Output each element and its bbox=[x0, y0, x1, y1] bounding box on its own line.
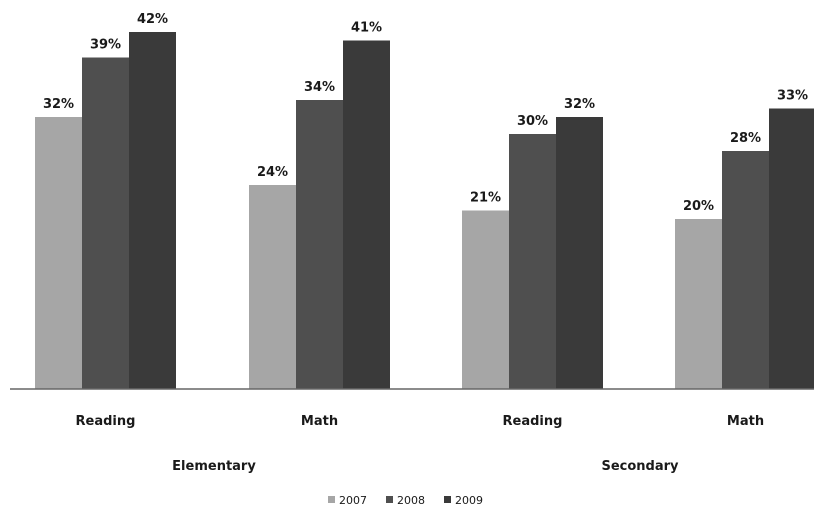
data-label: 24% bbox=[257, 165, 288, 180]
group-label: Secondary bbox=[601, 459, 679, 474]
data-label: 39% bbox=[90, 38, 121, 53]
legend-label: 2007 bbox=[339, 494, 367, 507]
bar-2008-4 bbox=[722, 151, 769, 389]
legend-label: 2009 bbox=[455, 494, 483, 507]
data-label: 34% bbox=[304, 80, 335, 95]
bar-2008-1 bbox=[82, 57, 129, 389]
bar-2007-1 bbox=[35, 117, 82, 389]
legend-swatch bbox=[386, 496, 393, 503]
group-label: Elementary bbox=[172, 459, 256, 474]
bar-2009-3 bbox=[556, 117, 603, 389]
category-label: Math bbox=[727, 414, 764, 429]
data-label: 33% bbox=[777, 89, 808, 104]
data-label: 21% bbox=[470, 191, 501, 206]
legend-swatch bbox=[444, 496, 451, 503]
data-label: 30% bbox=[517, 114, 548, 129]
category-label: Math bbox=[301, 414, 338, 429]
bar-2007-2 bbox=[249, 185, 296, 389]
bar-2008-3 bbox=[509, 134, 556, 389]
bar-2007-4 bbox=[675, 219, 722, 389]
bar-2009-2 bbox=[343, 40, 390, 389]
bar-2009-4 bbox=[769, 108, 814, 389]
category-label: Reading bbox=[503, 414, 563, 429]
data-label: 32% bbox=[564, 97, 595, 112]
data-label: 41% bbox=[351, 21, 382, 36]
category-label: Reading bbox=[76, 414, 136, 429]
data-label: 32% bbox=[43, 97, 74, 112]
bar-2008-2 bbox=[296, 100, 343, 389]
bar-2009-1 bbox=[129, 32, 176, 389]
legend-label: 2008 bbox=[397, 494, 425, 507]
data-label: 20% bbox=[683, 199, 714, 214]
bar-2007-3 bbox=[462, 210, 509, 389]
legend-swatch bbox=[328, 496, 335, 503]
data-label: 42% bbox=[137, 12, 168, 27]
data-label: 28% bbox=[730, 131, 761, 146]
